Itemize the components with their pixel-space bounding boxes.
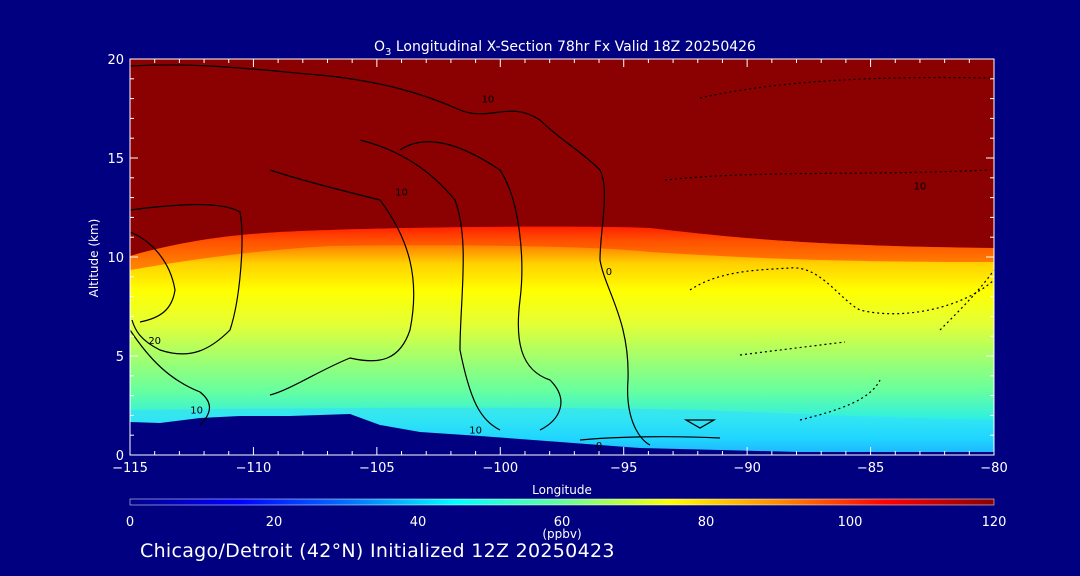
x-tick-label: −105: [359, 461, 395, 476]
contour-20: [130, 329, 210, 426]
contour-labels-group: 10 10 0 20 10 10 0 10: [148, 95, 926, 453]
tropopause-red-band: [130, 226, 994, 270]
colorbar-tick-label: 80: [698, 515, 715, 530]
x-tick-label: −115: [112, 461, 148, 476]
colorbar-ticks: 0 20 40 60 80 100 120: [126, 515, 1007, 530]
contour-label: 10: [469, 425, 482, 436]
dotted-mid: [664, 169, 991, 181]
x-tick-label: −100: [482, 461, 518, 476]
y-tick-label: 0: [116, 449, 124, 464]
dotted-right: [939, 269, 994, 331]
contour-10-upper: [130, 64, 651, 446]
contour-label: 10: [482, 95, 495, 106]
contour-label: 0: [596, 441, 602, 452]
x-tick-label: −110: [236, 461, 272, 476]
y-tick-label: 10: [107, 251, 124, 266]
y-tick-label: 20: [107, 53, 124, 68]
x-tick-label: −80: [980, 461, 1007, 476]
dotted-surface: [799, 379, 881, 421]
contour-10-east: [359, 139, 501, 431]
contour-label: 0: [606, 267, 612, 278]
colorbar-tick-label: 40: [410, 515, 427, 530]
x-tick-label: −90: [733, 461, 760, 476]
surface-terrain: [130, 414, 994, 455]
colorbar-tick-label: 60: [554, 515, 571, 530]
contour-10-mid: [130, 203, 243, 355]
dotted-contours: [664, 76, 994, 421]
chart-title: O3 Longitudinal X-Section 78hr Fx Valid …: [374, 39, 756, 58]
contour-label: 10: [190, 405, 203, 416]
dotted-lower: [689, 267, 994, 315]
contour-label: 10: [395, 188, 408, 199]
y-axis: 0 5 10 15 20: [107, 53, 994, 464]
colorbar-tick-label: 100: [838, 515, 863, 530]
colorbar-tick-label: 20: [266, 515, 283, 530]
contour-label: 10: [914, 182, 927, 193]
x-tick-label: −85: [857, 461, 884, 476]
colorbar-tick-label: 0: [126, 515, 134, 530]
ozone-cross-section-chart: O3 Longitudinal X-Section 78hr Fx Valid …: [87, 39, 1008, 541]
colorbar: [129, 498, 995, 506]
troposphere-layer: [130, 226, 994, 455]
contour-10-far: [399, 141, 562, 431]
dotted-upper: [699, 76, 991, 99]
contour-0-lower: [579, 436, 721, 441]
y-tick-label: 5: [116, 350, 124, 365]
x-axis: −115 −110 −105 −100 −95 −90 −85 −80: [112, 59, 1008, 476]
colorbar-label: (ppbv): [542, 527, 581, 540]
contour-small-closed: [683, 419, 717, 429]
colorbar-tick-label: 120: [982, 515, 1007, 530]
contour-10-central: [269, 169, 415, 396]
x-tick-label: −95: [610, 461, 637, 476]
y-tick-label: 15: [107, 152, 124, 167]
y-axis-label: Altitude (km): [87, 219, 101, 298]
contour-lines: [130, 64, 721, 446]
x-axis-label: Longitude: [532, 483, 592, 497]
contour-inner-west: [130, 231, 176, 323]
contour-label: 20: [148, 336, 161, 347]
footer-caption: Chicago/Detroit (42°N) Initialized 12Z 2…: [140, 540, 615, 562]
